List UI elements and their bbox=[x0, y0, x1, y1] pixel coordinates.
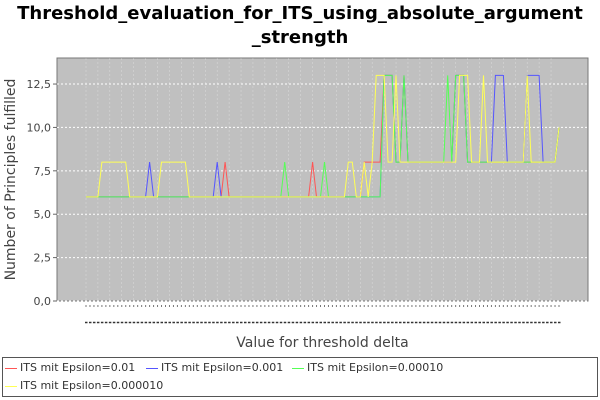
legend-item-4: ITS mit Epsilon=0.000010 bbox=[5, 378, 163, 394]
grid-lines bbox=[57, 58, 588, 302]
legend-item-3: ITS mit Epsilon=0.00010 bbox=[292, 360, 443, 376]
chart-title-line-1: Threshold_evaluation_for_ITS_using_absol… bbox=[17, 3, 583, 24]
legend-swatch bbox=[5, 385, 17, 387]
y-tick-label: 0,0 bbox=[34, 295, 52, 308]
y-tick-label: 12,5 bbox=[27, 78, 52, 91]
x-axis-label: Value for threshold delta bbox=[236, 335, 408, 351]
series-layer bbox=[86, 74, 560, 198]
x-axis bbox=[85, 305, 561, 324]
y-axis-label: Number of Principles fulfilled bbox=[3, 79, 19, 281]
line-chart: 0,0 2,5 5,0 7,5 10,0 12,5 Value for threshold… bbox=[3, 57, 589, 351]
y-tick-label: 7,5 bbox=[34, 165, 52, 178]
legend: ITS mit Epsilon=0.01 ITS mit Epsilon=0.00… bbox=[2, 357, 598, 397]
y-tick-label: 5,0 bbox=[34, 208, 52, 221]
legend-label: ITS mit Epsilon=0.001 bbox=[161, 361, 284, 374]
legend-swatch bbox=[5, 367, 17, 369]
legend-label: ITS mit Epsilon=0.000010 bbox=[20, 379, 164, 392]
series-line-4 bbox=[86, 74, 560, 198]
y-axis: 0,0 2,5 5,0 7,5 10,0 12,5 bbox=[27, 78, 57, 308]
series-line-3 bbox=[86, 74, 560, 198]
legend-item-2: ITS mit Epsilon=0.001 bbox=[146, 360, 283, 376]
legend-swatch bbox=[292, 367, 304, 369]
y-tick-label: 2,5 bbox=[34, 252, 52, 265]
chart-title: Threshold_evaluation_for_ITS_using_absol… bbox=[0, 2, 600, 50]
legend-swatch bbox=[146, 367, 158, 369]
legend-label: ITS mit Epsilon=0.01 bbox=[20, 361, 136, 374]
chart-title-line-2: _strength bbox=[251, 27, 349, 48]
legend-label: ITS mit Epsilon=0.00010 bbox=[307, 361, 444, 374]
y-tick-label: 10,0 bbox=[27, 121, 52, 134]
legend-item-1: ITS mit Epsilon=0.01 bbox=[5, 360, 135, 376]
